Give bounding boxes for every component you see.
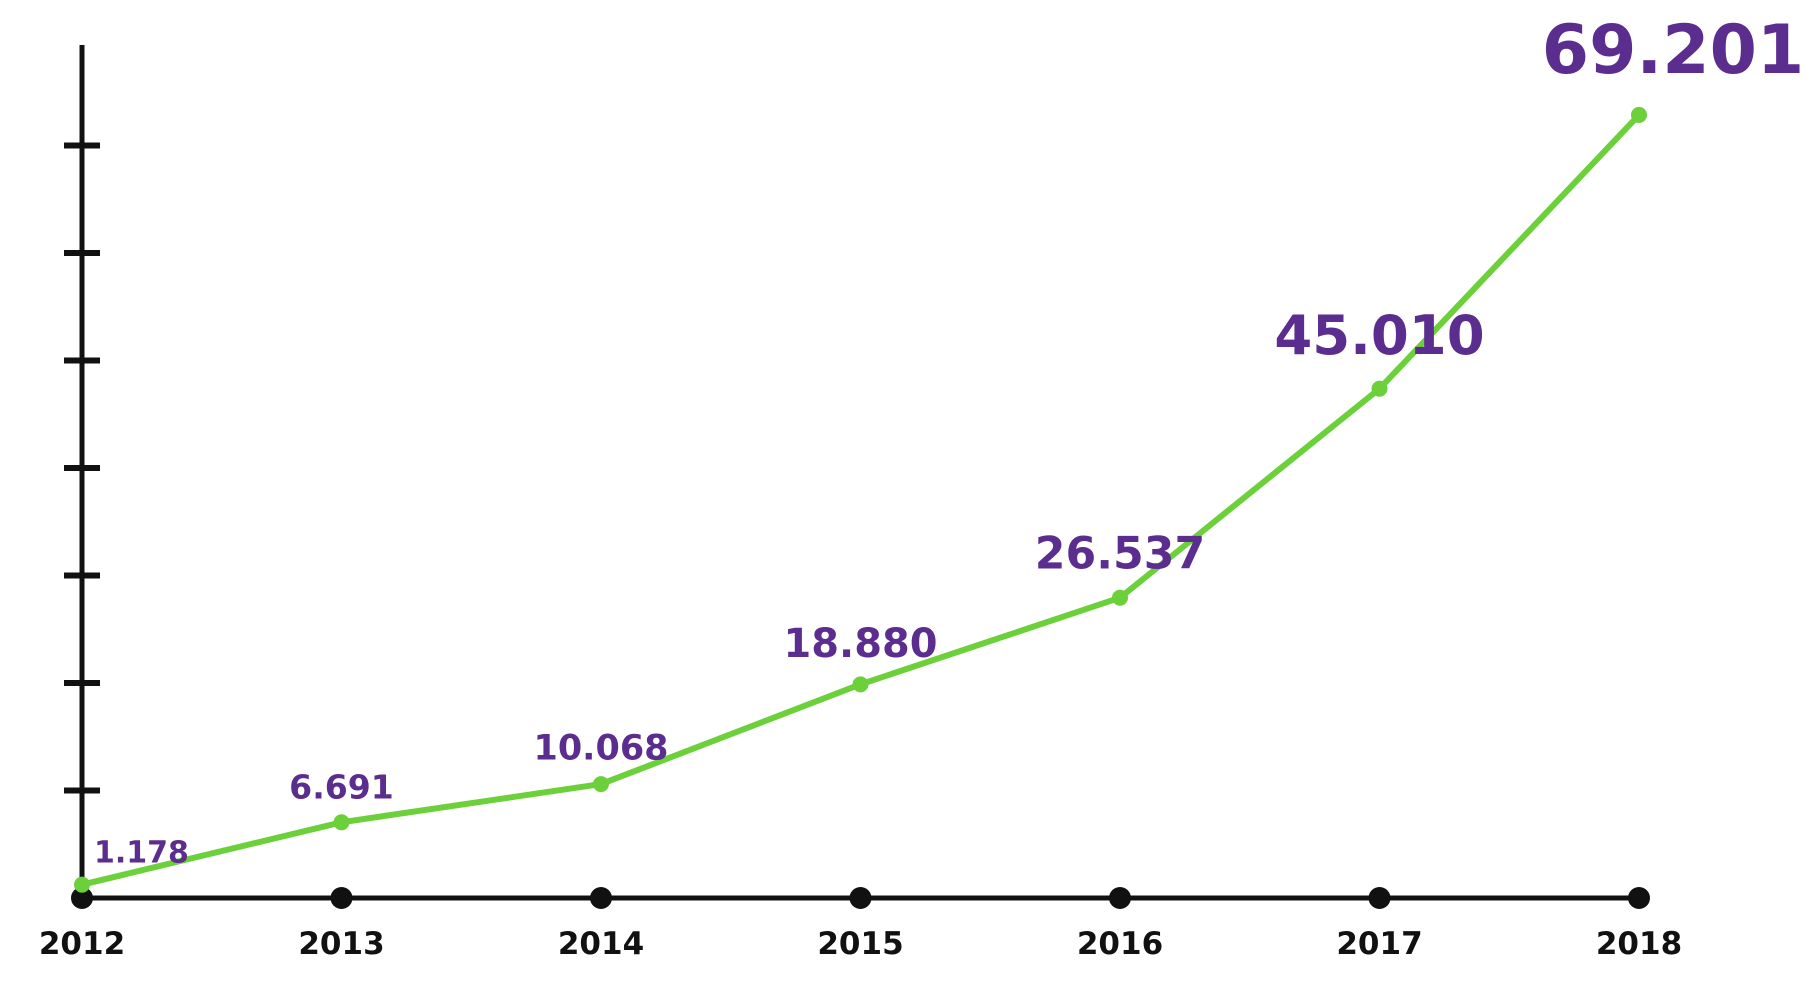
x-axis-dot xyxy=(71,887,93,909)
data-label: 1.178 xyxy=(94,836,189,871)
data-label: 26.537 xyxy=(1035,528,1206,579)
data-point xyxy=(333,814,350,831)
x-tick-label: 2017 xyxy=(1336,926,1422,962)
data-point xyxy=(1371,380,1388,397)
x-axis-dot xyxy=(330,887,353,909)
x-axis-dot xyxy=(849,887,872,909)
data-label: 10.068 xyxy=(533,728,668,768)
labels-layer: 2012 2013 2014 2015 2016 2017 2018 1.178 6.691 10… xyxy=(39,11,1804,962)
data-point xyxy=(593,776,609,793)
x-tick-label: 2015 xyxy=(817,926,903,962)
axes xyxy=(64,45,1650,909)
data-label: 18.880 xyxy=(784,621,938,667)
x-tick-label: 2016 xyxy=(1077,926,1163,962)
x-axis-dot xyxy=(590,887,612,909)
data-point xyxy=(1112,589,1128,606)
data-point xyxy=(852,676,869,693)
data-point xyxy=(74,876,90,893)
data-label: 69.201 xyxy=(1542,11,1804,90)
x-axis-dot xyxy=(1628,887,1650,909)
x-axis-dot xyxy=(1368,887,1391,909)
x-tick-label: 2013 xyxy=(298,926,384,962)
data-label: 45.010 xyxy=(1274,303,1484,367)
data-point xyxy=(1631,106,1647,123)
x-tick-label: 2014 xyxy=(558,926,644,962)
x-tick-label: 2018 xyxy=(1596,926,1682,962)
x-tick-label: 2012 xyxy=(39,926,125,962)
series-layer xyxy=(74,106,1647,893)
data-label: 6.691 xyxy=(289,768,394,807)
x-axis-dot xyxy=(1109,887,1131,909)
